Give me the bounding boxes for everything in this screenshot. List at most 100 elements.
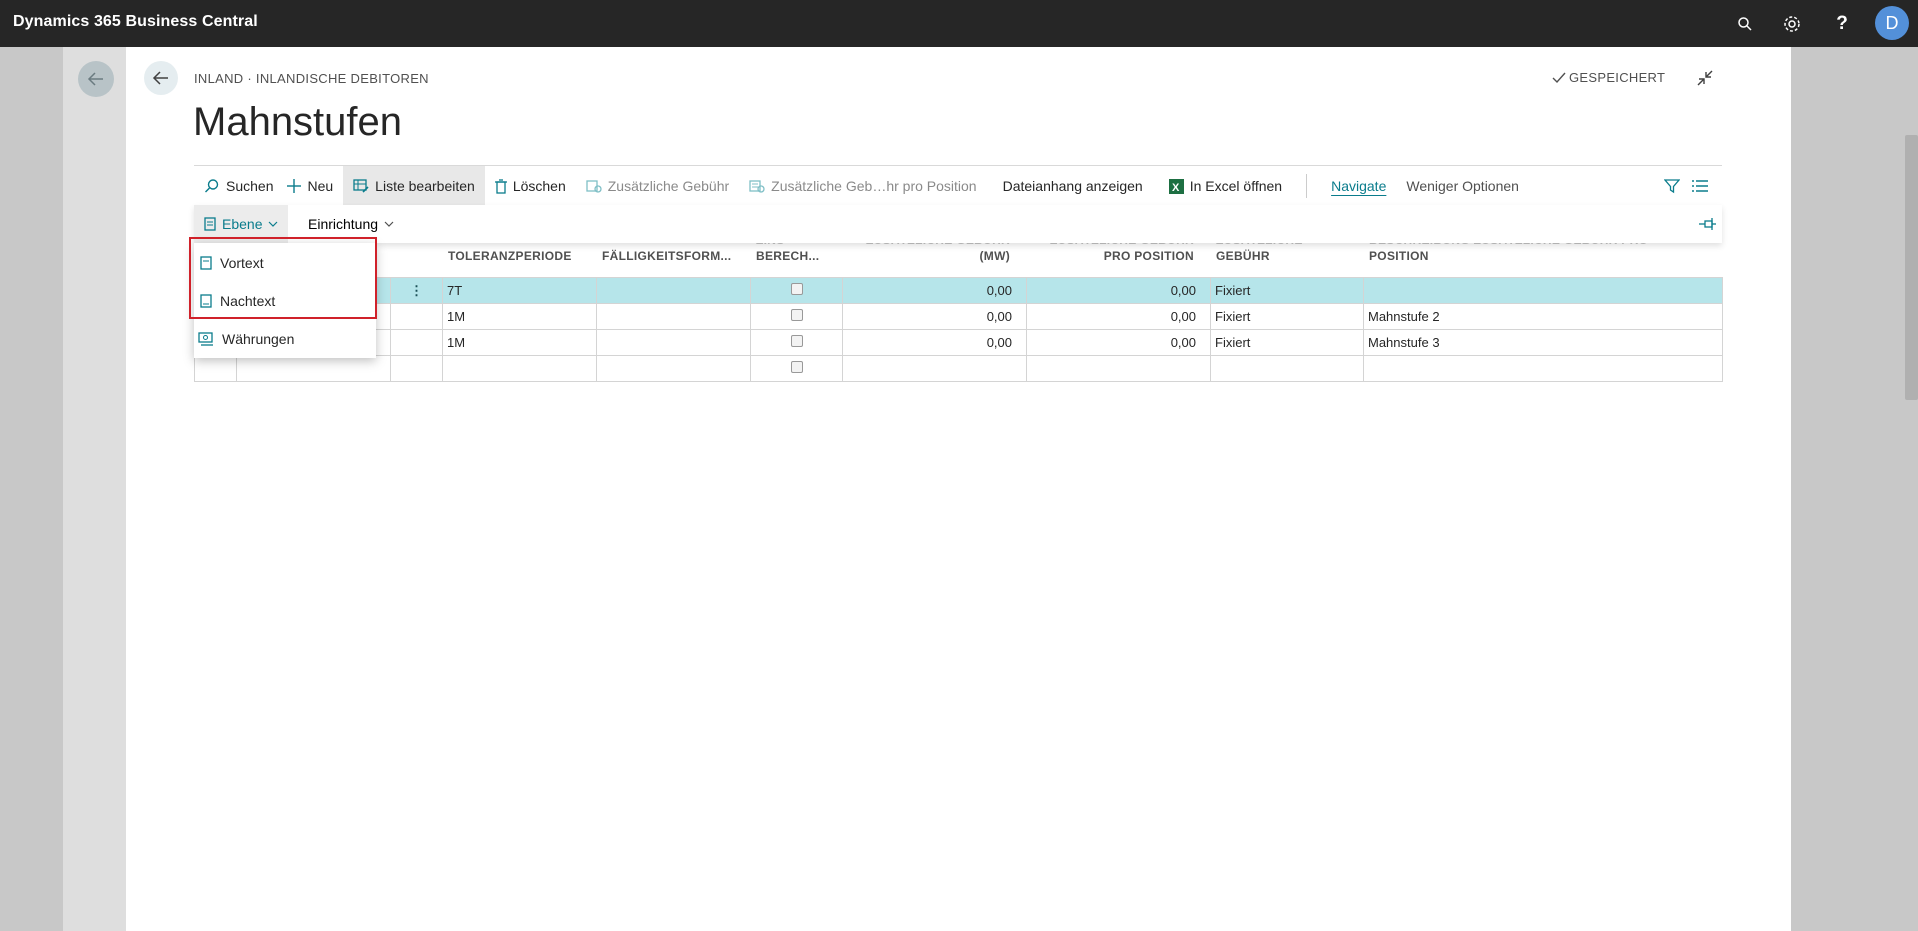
- collapse-icon[interactable]: [1696, 69, 1714, 92]
- level-menu-button[interactable]: Ebene: [194, 205, 289, 243]
- app-title[interactable]: Dynamics 365 Business Central: [13, 13, 258, 30]
- cell-per-line[interactable]: 0,00: [1026, 329, 1211, 356]
- cell-extra-fee[interactable]: [842, 355, 1027, 382]
- delete-button[interactable]: Löschen: [485, 166, 576, 206]
- cell-interest[interactable]: [750, 303, 843, 330]
- navigate-button[interactable]: Navigate: [1321, 166, 1396, 206]
- saved-status-label: GESPEICHERT: [1569, 70, 1666, 85]
- cell-per-line[interactable]: [1026, 355, 1211, 382]
- menu-item-waehrungen[interactable]: Währungen: [198, 323, 294, 355]
- cell-description[interactable]: Mahnstufe 3: [1363, 329, 1723, 356]
- cell-fee-type[interactable]: Fixiert: [1210, 277, 1364, 304]
- help-icon[interactable]: ?: [1836, 13, 1848, 34]
- cell-per-line[interactable]: 0,00: [1026, 277, 1211, 304]
- cell-extra-fee[interactable]: 0,00: [842, 277, 1027, 304]
- cell-due-formula[interactable]: [596, 355, 751, 382]
- outer-back-button[interactable]: [78, 61, 114, 97]
- cell-interest[interactable]: [750, 329, 843, 356]
- table-row[interactable]: 1M 0,00 0,00 Fixiert Mahnstufe 3: [194, 329, 1723, 356]
- column-tolerance[interactable]: TOLERANZPERIODE: [448, 249, 572, 263]
- open-excel-button[interactable]: X In Excel öffnen: [1153, 166, 1292, 206]
- cell-fee-type[interactable]: Fixiert: [1210, 303, 1364, 330]
- edit-list-button[interactable]: Liste bearbeiten: [343, 166, 485, 206]
- cell-interest[interactable]: [750, 277, 843, 304]
- document-icon: [200, 256, 212, 270]
- action-bar: Suchen Neu Liste bearbeiten Löschen Zusä…: [194, 165, 1722, 206]
- column-fee-type[interactable]: GEBÜHR: [1216, 249, 1270, 263]
- cell-tolerance[interactable]: 7T: [442, 277, 597, 304]
- document-icon: [204, 217, 216, 231]
- cell-extra-fee[interactable]: 0,00: [842, 329, 1027, 356]
- show-attachment-button-label: Dateianhang anzeigen: [1002, 178, 1143, 194]
- fee-icon: [586, 180, 602, 193]
- interest-checkbox[interactable]: [790, 309, 803, 321]
- fee-line-icon: [749, 180, 765, 193]
- scrollbar[interactable]: [1905, 135, 1918, 400]
- menu-item-vortext[interactable]: Vortext: [200, 247, 264, 279]
- list-view-icon[interactable]: [1692, 166, 1708, 206]
- extra-fee-button[interactable]: Zusätzliche Gebühr: [576, 166, 739, 206]
- new-button[interactable]: Neu: [283, 166, 343, 206]
- cell[interactable]: [390, 355, 443, 382]
- avatar[interactable]: D: [1875, 6, 1909, 40]
- new-button-label: Neu: [307, 178, 334, 194]
- back-button[interactable]: [144, 61, 178, 95]
- cell[interactable]: [390, 303, 443, 330]
- search-button-label: Suchen: [226, 178, 274, 194]
- filter-icon[interactable]: [1664, 166, 1680, 206]
- interest-checkbox[interactable]: [790, 335, 803, 347]
- cell-description[interactable]: Mahnstufe 2: [1363, 303, 1723, 330]
- interest-checkbox[interactable]: [790, 283, 803, 295]
- setup-menu-button[interactable]: Einrichtung: [298, 205, 404, 243]
- open-excel-button-label: In Excel öffnen: [1189, 178, 1283, 194]
- fewer-options-button[interactable]: Weniger Optionen: [1396, 166, 1529, 206]
- cell-due-formula[interactable]: [596, 277, 751, 304]
- plus-icon: [287, 179, 302, 193]
- trash-icon: [494, 178, 507, 194]
- show-attachment-button[interactable]: Dateianhang anzeigen: [987, 166, 1153, 206]
- menu-item-label: Währungen: [222, 331, 295, 347]
- search-button[interactable]: Suchen: [194, 166, 283, 206]
- column-description[interactable]: POSITION: [1369, 249, 1429, 263]
- column-due-formula[interactable]: FÄLLIGKEITSFORM...: [602, 249, 732, 263]
- data-table: ⋮ 7T 0,00 0,00 Fixiert 1M 0,00 0,00 Fixi…: [194, 277, 1723, 382]
- currency-icon: [198, 332, 213, 346]
- cell-tolerance[interactable]: [442, 355, 597, 382]
- column-interest[interactable]: BERECH...: [756, 249, 820, 263]
- cell-tolerance[interactable]: 1M: [442, 329, 597, 356]
- cell-description[interactable]: [1363, 277, 1723, 304]
- cell[interactable]: [236, 355, 391, 382]
- level-menu-label: Ebene: [222, 216, 263, 232]
- cell-per-line[interactable]: 0,00: [1026, 303, 1211, 330]
- saved-status: GESPEICHERT: [1552, 70, 1665, 85]
- table-row[interactable]: [194, 355, 1723, 382]
- table-row[interactable]: ⋮ 7T 0,00 0,00 Fixiert: [194, 277, 1723, 304]
- cell-due-formula[interactable]: [596, 329, 751, 356]
- document-icon: [200, 294, 212, 308]
- cell[interactable]: [390, 329, 443, 356]
- extra-fee-per-line-button-label: Zusätzliche Geb…hr pro Position: [771, 178, 977, 194]
- search-icon[interactable]: [1733, 12, 1757, 36]
- cell-fee-type[interactable]: [1210, 355, 1364, 382]
- row-selector[interactable]: [194, 355, 237, 382]
- column-per-line[interactable]: PRO POSITION: [1103, 249, 1194, 263]
- column-extra-fee[interactable]: (MW): [979, 249, 1010, 263]
- cell-extra-fee[interactable]: 0,00: [842, 303, 1027, 330]
- extra-fee-per-line-button[interactable]: Zusätzliche Geb…hr pro Position: [739, 166, 986, 206]
- menu-item-label: Nachtext: [220, 293, 276, 309]
- row-menu-icon[interactable]: ⋮: [390, 277, 443, 304]
- cell-description[interactable]: [1363, 355, 1723, 382]
- level-dropdown-menu: Vortext Nachtext Währungen: [194, 243, 376, 358]
- fewer-options-button-label: Weniger Optionen: [1406, 178, 1519, 194]
- table-row[interactable]: 1M 0,00 0,00 Fixiert Mahnstufe 2: [194, 303, 1723, 330]
- annotation-highlight-box: [189, 237, 377, 319]
- cell-tolerance[interactable]: 1M: [442, 303, 597, 330]
- breadcrumb: INLAND · INLANDISCHE DEBITOREN: [194, 71, 429, 86]
- cell-fee-type[interactable]: Fixiert: [1210, 329, 1364, 356]
- interest-checkbox[interactable]: [790, 361, 803, 373]
- cell-interest[interactable]: [750, 355, 843, 382]
- cell-due-formula[interactable]: [596, 303, 751, 330]
- menu-item-nachtext[interactable]: Nachtext: [200, 285, 275, 317]
- pin-icon[interactable]: [1699, 217, 1717, 233]
- gear-icon[interactable]: [1780, 12, 1804, 36]
